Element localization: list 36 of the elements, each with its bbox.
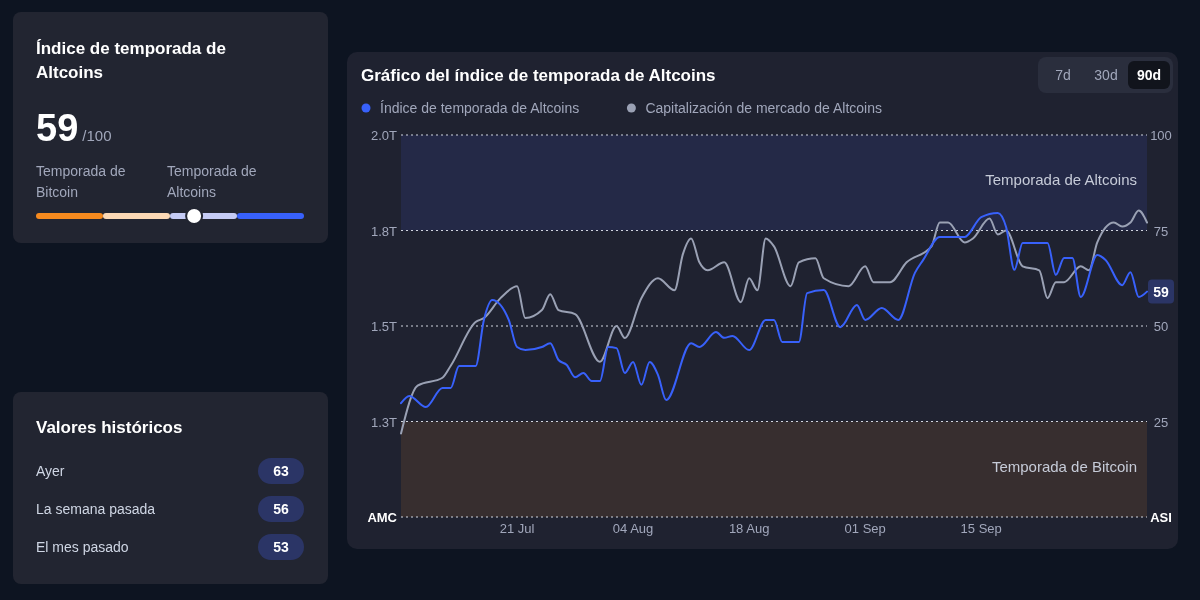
data-label: 59 [1153, 283, 1169, 300]
x-tick-label: 18 Aug [728, 521, 770, 536]
text: /100 [82, 127, 112, 144]
x-tick-label: 04 Aug [612, 521, 654, 536]
x-tick-label: 15 Sep [960, 521, 1002, 536]
band-label: Temporada de Altcoins [985, 171, 1137, 188]
x-tick-label: 21 Jul [499, 521, 535, 536]
text: 7d [1055, 67, 1071, 83]
data-label: 56 [273, 501, 289, 517]
y-tick-label: 1.3T [370, 414, 398, 430]
text: 90d [1136, 67, 1162, 83]
chart-title: Gráfico del índice de temporada de Altcoins [361, 66, 716, 85]
legend-label: Índice de temporada de Altcoins [380, 100, 580, 116]
y2-tick-label: 75 [1153, 223, 1169, 239]
y-tick-label: 1.5T [370, 319, 398, 334]
text: Temporada de Bitcoin [36, 163, 126, 200]
y-tick-label: 2.0T [370, 128, 398, 143]
x-tick-label: 01 Sep [844, 521, 886, 536]
legend-label: Capitalización de mercado de Altcoins [645, 100, 882, 116]
y2-tick-label: 50 [1153, 319, 1169, 334]
category-label: El mes pasado [36, 539, 129, 555]
y2-tick-label: 100 [1150, 128, 1172, 143]
band-label: Temporada de Bitcoin [991, 458, 1137, 475]
data-label: 53 [273, 539, 289, 555]
data-label: 59 [36, 107, 79, 149]
data-label: 63 [273, 463, 289, 479]
category-label: Ayer [36, 463, 65, 479]
text: Temporada de Altcoins [167, 163, 257, 200]
y-tick-label: 1.8T [370, 223, 398, 239]
y2-tick-label: 25 [1153, 414, 1169, 430]
category-label: La semana pasada [36, 501, 156, 517]
text: Valores históricos [36, 418, 183, 437]
y2-axis-title: ASI [1150, 510, 1172, 525]
text: 30d [1094, 67, 1118, 83]
text: Índice de temporada de Altcoins [36, 39, 226, 82]
y-axis-title: AMC [367, 510, 398, 525]
